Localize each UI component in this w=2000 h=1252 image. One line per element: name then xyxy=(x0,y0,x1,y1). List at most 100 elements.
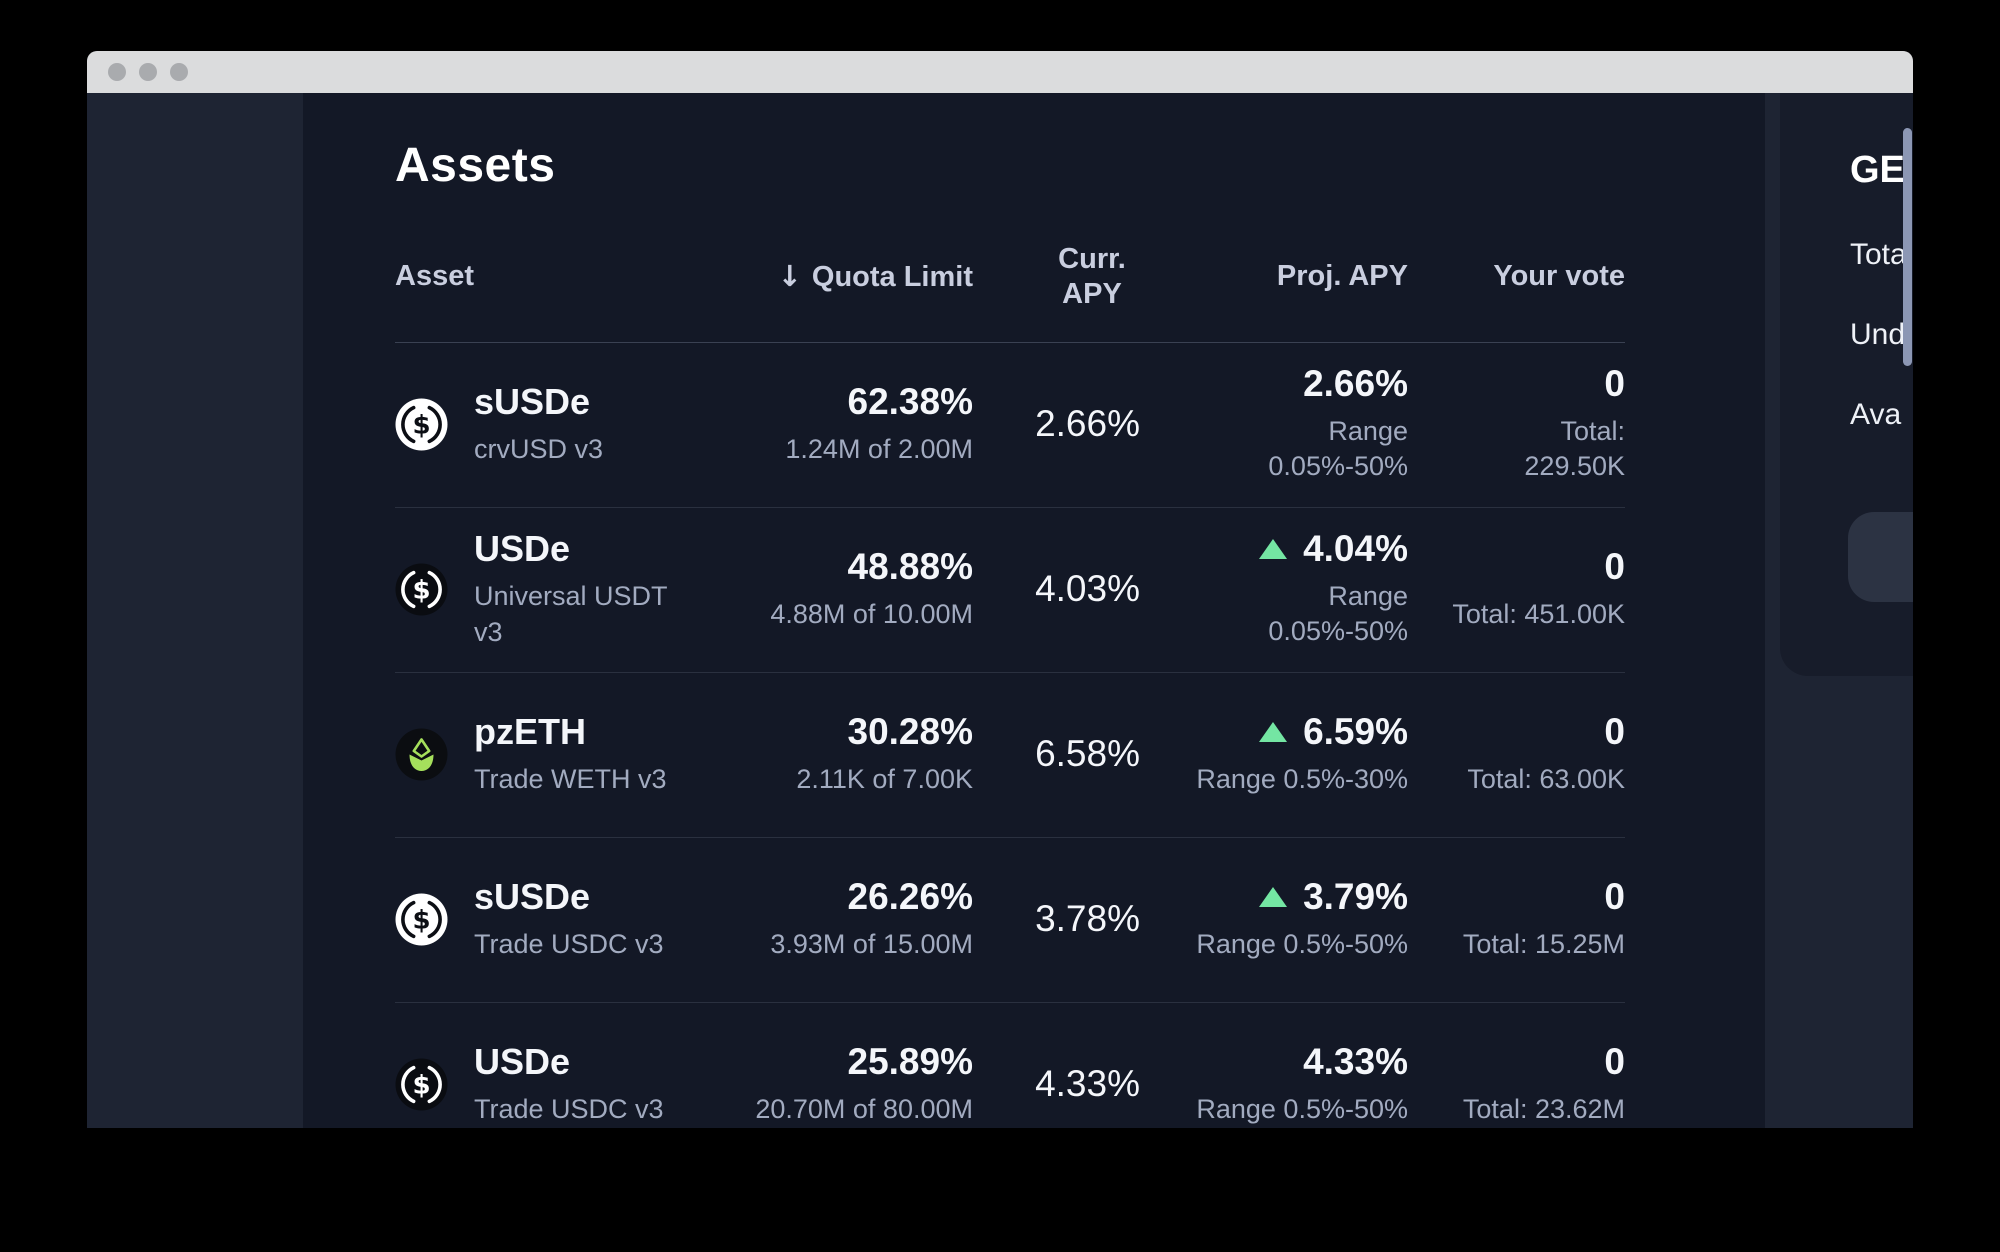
table-row[interactable]: pzETH Trade WETH v3 30.28% 2.11K of 7.00… xyxy=(395,673,1625,838)
card-item-available: Ava xyxy=(1850,398,1902,431)
main-content: Assets Asset ↓ Quota Limit Curr. APY Proj… xyxy=(303,93,1765,1128)
column-header-quota-label: Quota Limit xyxy=(811,260,973,293)
your-vote-cell: 0 Total: 15.25M xyxy=(1408,875,1625,962)
asset-coin-icon: $ xyxy=(395,1058,448,1111)
window-control-icon[interactable] xyxy=(170,63,188,81)
browser-window: Assets Asset ↓ Quota Limit Curr. APY Proj… xyxy=(87,51,1913,1128)
vote-value: 0 xyxy=(1604,710,1625,752)
vote-total: Total: 63.00K xyxy=(1467,763,1625,794)
asset-market: crvUSD v3 xyxy=(474,434,604,465)
column-header-proj-apy[interactable]: Proj. APY xyxy=(1276,260,1408,293)
curr-apy-cell: 4.03% xyxy=(973,569,1140,610)
asset-market: Trade USDC v3 xyxy=(474,1094,664,1125)
card-action-button[interactable] xyxy=(1848,512,1913,602)
up-triangle-icon xyxy=(1259,539,1288,560)
proj-apy-value: 6.59% xyxy=(1303,710,1408,752)
quota-limit-cell: 26.26% 3.93M of 15.00M xyxy=(683,875,974,962)
your-vote-cell: 0 Total: 23.62M xyxy=(1408,1040,1625,1127)
quota-amounts: 2.11K of 7.00K xyxy=(796,763,973,794)
curr-apy-value: 6.58% xyxy=(1035,733,1140,775)
proj-apy-cell: 4.04% Range 0.05%-50% xyxy=(1140,528,1408,650)
column-header-curr-apy[interactable]: Curr. APY xyxy=(973,242,1140,312)
proj-apy-value: 4.04% xyxy=(1303,528,1408,570)
column-header-asset[interactable]: Asset xyxy=(395,260,474,293)
quota-limit-cell: 30.28% 2.11K of 7.00K xyxy=(683,711,973,797)
vote-value: 0 xyxy=(1604,545,1625,587)
curr-apy-cell: 4.33% xyxy=(973,1064,1140,1105)
window-control-icon[interactable] xyxy=(108,63,126,81)
curr-apy-value: 4.03% xyxy=(1035,568,1140,610)
asset-text: sUSDe crvUSD v3 xyxy=(474,381,603,468)
page-title: Assets xyxy=(395,139,556,192)
quota-amounts: 1.24M of 2.00M xyxy=(785,433,973,464)
proj-apy-range: Range 0.05%-50% xyxy=(1268,580,1408,647)
curr-apy-value: 4.33% xyxy=(1035,1063,1140,1105)
window-titlebar xyxy=(87,51,1913,93)
quota-percent: 62.38% xyxy=(847,380,974,422)
asset-cell: $ USDe Universal USDT v3 xyxy=(395,528,683,650)
asset-name: sUSDe xyxy=(474,381,591,423)
your-vote-cell: 0 Total: 451.00K xyxy=(1408,545,1625,632)
asset-market: Universal USDT v3 xyxy=(474,581,668,648)
card-item-total: Tota xyxy=(1850,238,1907,271)
your-vote-cell: 0 Total: 229.50K xyxy=(1408,363,1625,485)
quota-amounts: 4.88M of 10.00M xyxy=(770,598,973,629)
column-header-curr-label: Curr. APY xyxy=(1058,243,1126,310)
asset-coin-icon xyxy=(395,728,448,781)
scrollbar-thumb[interactable] xyxy=(1903,128,1912,366)
quota-limit-cell: 62.38% 1.24M of 2.00M xyxy=(683,380,974,467)
quota-percent: 26.26% xyxy=(847,875,974,917)
column-header-quota-limit[interactable]: ↓ Quota Limit xyxy=(683,259,973,295)
quota-amounts: 20.70M of 80.00M xyxy=(755,1093,973,1124)
svg-text:$: $ xyxy=(412,1071,430,1101)
vote-value: 0 xyxy=(1604,875,1625,917)
proj-apy-cell: 3.79% Range 0.5%-50% xyxy=(1140,876,1408,962)
vote-value: 0 xyxy=(1604,363,1625,405)
asset-cell: $ USDe Trade USDC v3 xyxy=(395,1041,683,1128)
vote-total: Total: 23.62M xyxy=(1462,1093,1625,1124)
quota-percent: 48.88% xyxy=(847,545,974,587)
asset-name: USDe xyxy=(474,1041,571,1083)
window-content: Assets Asset ↓ Quota Limit Curr. APY Proj… xyxy=(87,93,1913,1128)
table-row[interactable]: $ sUSDe Trade USDC v3 26.26% 3.93M of 15… xyxy=(395,838,1625,1003)
asset-coin-icon: $ xyxy=(395,563,448,616)
proj-apy-cell: 4.33% Range 0.5%-50% xyxy=(1140,1040,1408,1127)
proj-apy-cell: 6.59% Range 0.5%-30% xyxy=(1140,710,1408,797)
asset-name: pzETH xyxy=(474,711,586,753)
asset-text: USDe Trade USDC v3 xyxy=(474,1041,664,1128)
asset-name: sUSDe xyxy=(474,876,591,918)
asset-name: USDe xyxy=(474,528,571,570)
column-header-your-vote[interactable]: Your vote xyxy=(1493,260,1625,293)
asset-cell: $ sUSDe Trade USDC v3 xyxy=(395,876,683,963)
vote-value: 0 xyxy=(1604,1040,1625,1082)
vote-total: Total: 229.50K xyxy=(1524,415,1625,482)
table-header-row: Asset ↓ Quota Limit Curr. APY Proj. APY Y… xyxy=(395,216,1625,343)
proj-apy-value: 2.66% xyxy=(1303,363,1408,405)
proj-apy-cell: 2.66% Range 0.05%-50% xyxy=(1140,363,1408,485)
quota-limit-cell: 48.88% 4.88M of 10.00M xyxy=(683,545,974,632)
quota-limit-cell: 25.89% 20.70M of 80.00M xyxy=(683,1040,974,1127)
proj-apy-range: Range 0.05%-50% xyxy=(1268,415,1408,482)
table-row[interactable]: $ sUSDe crvUSD v3 62.38% 1.24M of 2.00M … xyxy=(395,343,1625,508)
table-row[interactable]: $ USDe Universal USDT v3 48.88% 4.88M of… xyxy=(395,508,1625,673)
svg-text:$: $ xyxy=(412,411,430,441)
asset-cell: pzETH Trade WETH v3 xyxy=(395,711,683,798)
table-row[interactable]: $ USDe Trade USDC v3 25.89% 20.70M of 80… xyxy=(395,1003,1625,1128)
curr-apy-value: 3.78% xyxy=(1035,898,1140,940)
asset-text: USDe Universal USDT v3 xyxy=(474,528,668,650)
svg-text:$: $ xyxy=(412,576,430,606)
svg-text:$: $ xyxy=(412,906,430,936)
right-panel-region: GE Tota Und Ava xyxy=(1780,93,1913,1128)
asset-market: Trade USDC v3 xyxy=(474,929,664,960)
window-control-icon[interactable] xyxy=(139,63,157,81)
proj-apy-range: Range 0.5%-50% xyxy=(1196,1093,1408,1124)
asset-coin-icon: $ xyxy=(395,398,448,451)
your-vote-cell: 0 Total: 63.00K xyxy=(1408,710,1625,797)
curr-apy-cell: 6.58% xyxy=(973,734,1140,775)
proj-apy-value: 4.33% xyxy=(1303,1040,1408,1082)
card-heading: GE xyxy=(1850,149,1905,191)
proj-apy-range: Range 0.5%-50% xyxy=(1196,928,1408,959)
quota-percent: 25.89% xyxy=(847,1040,974,1082)
asset-market: Trade WETH v3 xyxy=(474,764,667,795)
